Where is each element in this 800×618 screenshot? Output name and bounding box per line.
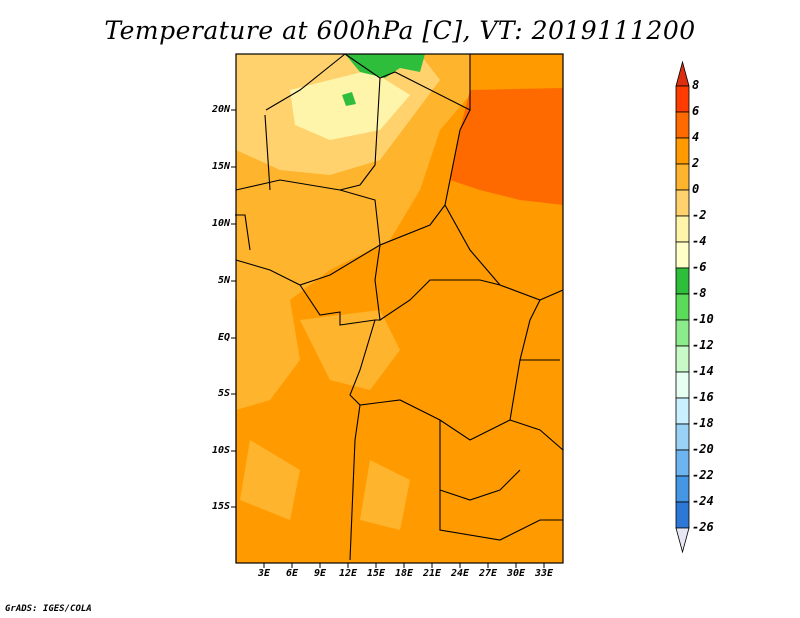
colorbar-label: -6 — [692, 260, 707, 274]
lat-label-15s: 15S — [211, 501, 230, 512]
colorbar-label: -4 — [692, 234, 707, 248]
colorbar-swatch — [675, 397, 690, 425]
lon-label-9e: 9E — [313, 568, 327, 579]
lon-label-33e: 33E — [534, 568, 554, 579]
lon-label-30e: 30E — [506, 568, 526, 579]
colorbar-swatch — [675, 111, 690, 139]
colorbar-label: -2 — [692, 208, 707, 222]
temperature-map — [236, 54, 563, 563]
colorbar-label: -24 — [692, 494, 714, 508]
colorbar-swatch — [675, 449, 690, 477]
colorbar-swatch — [675, 215, 690, 243]
lon-label-15e: 15E — [366, 568, 386, 579]
lat-label-eq: EQ — [217, 332, 230, 343]
colorbar-swatch — [675, 163, 690, 191]
colorbar-label: -10 — [692, 312, 714, 326]
colorbar-bottom-arrow — [675, 527, 690, 554]
lat-label-10n: 10N — [211, 218, 230, 229]
lat-ticks — [231, 109, 236, 508]
colorbar-swatch — [675, 137, 690, 165]
colorbar-swatch — [675, 423, 690, 451]
chart-title: Temperature at 600hPa [C], VT: 201911120… — [104, 16, 696, 45]
colorbar-label: -22 — [692, 468, 714, 482]
lon-label-12e: 12E — [338, 568, 358, 579]
colorbar-label: 6 — [692, 104, 700, 118]
colorbar-swatch — [675, 189, 690, 217]
colorbar-swatch — [675, 371, 690, 399]
colorbar-label: 8 — [692, 78, 700, 92]
lat-label-10s: 10S — [211, 445, 230, 456]
lon-label-21e: 21E — [422, 568, 442, 579]
colorbar-swatch — [675, 293, 690, 321]
lat-label-5n: 5N — [217, 275, 230, 286]
colorbar-swatch — [675, 267, 690, 295]
colorbar-label: -16 — [692, 390, 714, 404]
map-frame — [235, 53, 564, 564]
lat-label-5s: 5S — [217, 388, 230, 399]
lon-label-27e: 27E — [478, 568, 498, 579]
colorbar-swatch — [675, 85, 690, 113]
colorbar-label: 2 — [692, 156, 700, 170]
lon-label-24e: 24E — [450, 568, 470, 579]
lon-label-18e: 18E — [394, 568, 414, 579]
colorbar-label: -12 — [692, 338, 714, 352]
lon-label-6e: 6E — [285, 568, 299, 579]
colorbar-label: 4 — [692, 130, 700, 144]
colorbar-label: -14 — [692, 364, 714, 378]
colorbar-swatch — [675, 501, 690, 529]
lat-label-20n: 20N — [211, 104, 230, 115]
colorbar-top-arrow — [675, 60, 690, 87]
colorbar-label: -20 — [692, 442, 714, 456]
lon-ticks — [263, 563, 545, 568]
colorbar-swatch — [675, 241, 690, 269]
lat-label-15n: 15N — [211, 161, 230, 172]
colorbar-label: 0 — [692, 182, 700, 196]
colorbar-label: -26 — [692, 520, 714, 534]
colorbar-label: -18 — [692, 416, 714, 430]
lon-label-3e: 3E — [257, 568, 271, 579]
colorbar-swatch — [675, 345, 690, 373]
colorbar-swatch — [675, 319, 690, 347]
colorbar-label: -8 — [692, 286, 707, 300]
colorbar — [675, 60, 690, 554]
credit-text: GrADS: IGES/COLA — [5, 604, 92, 614]
colorbar-swatch — [675, 475, 690, 503]
